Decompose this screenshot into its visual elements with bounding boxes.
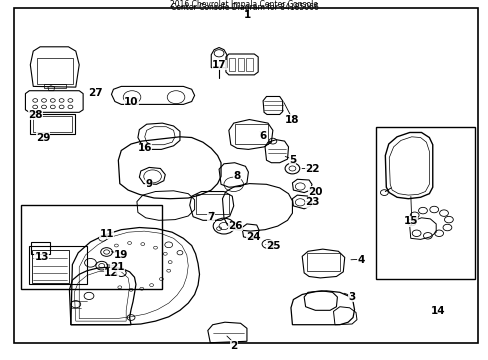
Text: 12: 12: [104, 268, 119, 278]
Text: 26: 26: [228, 221, 243, 231]
Bar: [237, 58, 244, 71]
Bar: [30, 114, 75, 134]
Text: 27: 27: [88, 88, 102, 98]
Text: 8: 8: [233, 171, 240, 181]
Bar: [20, 205, 162, 289]
Bar: [32, 250, 69, 283]
Text: 3: 3: [348, 292, 355, 302]
Text: 29: 29: [36, 132, 50, 143]
Text: 23: 23: [304, 197, 319, 207]
Bar: [33, 116, 72, 132]
Text: 22: 22: [304, 164, 319, 174]
Text: 16: 16: [137, 143, 152, 153]
Text: 4: 4: [356, 255, 364, 265]
Bar: [228, 58, 235, 71]
Text: 2: 2: [230, 341, 237, 351]
Text: 5: 5: [288, 155, 295, 165]
Text: 11: 11: [99, 229, 114, 239]
Text: 19: 19: [114, 250, 128, 260]
Bar: [195, 194, 228, 214]
Bar: [234, 124, 267, 144]
Bar: [37, 58, 73, 84]
Text: 7: 7: [207, 212, 215, 222]
Bar: [246, 58, 252, 71]
Text: 10: 10: [123, 96, 138, 107]
Text: 21: 21: [110, 262, 124, 272]
Text: 2016 Chevrolet Impala Center Console: 2016 Chevrolet Impala Center Console: [170, 0, 318, 9]
Text: 20: 20: [307, 186, 322, 197]
Bar: [44, 84, 66, 88]
Text: 13: 13: [34, 252, 49, 262]
Text: 15: 15: [403, 216, 417, 226]
Text: 6: 6: [259, 131, 266, 141]
Text: 18: 18: [285, 114, 299, 125]
Text: 24: 24: [245, 232, 260, 242]
Text: 28: 28: [28, 110, 42, 120]
Text: 25: 25: [266, 240, 281, 251]
Text: 17: 17: [211, 60, 226, 70]
Text: 9: 9: [145, 179, 152, 189]
Bar: [31, 242, 50, 254]
Bar: [375, 127, 474, 279]
Text: 1: 1: [243, 10, 250, 20]
Text: 14: 14: [429, 306, 444, 316]
Bar: [306, 253, 340, 271]
Bar: [29, 246, 87, 284]
Text: Center Console Diagram for 84185066: Center Console Diagram for 84185066: [170, 3, 318, 12]
